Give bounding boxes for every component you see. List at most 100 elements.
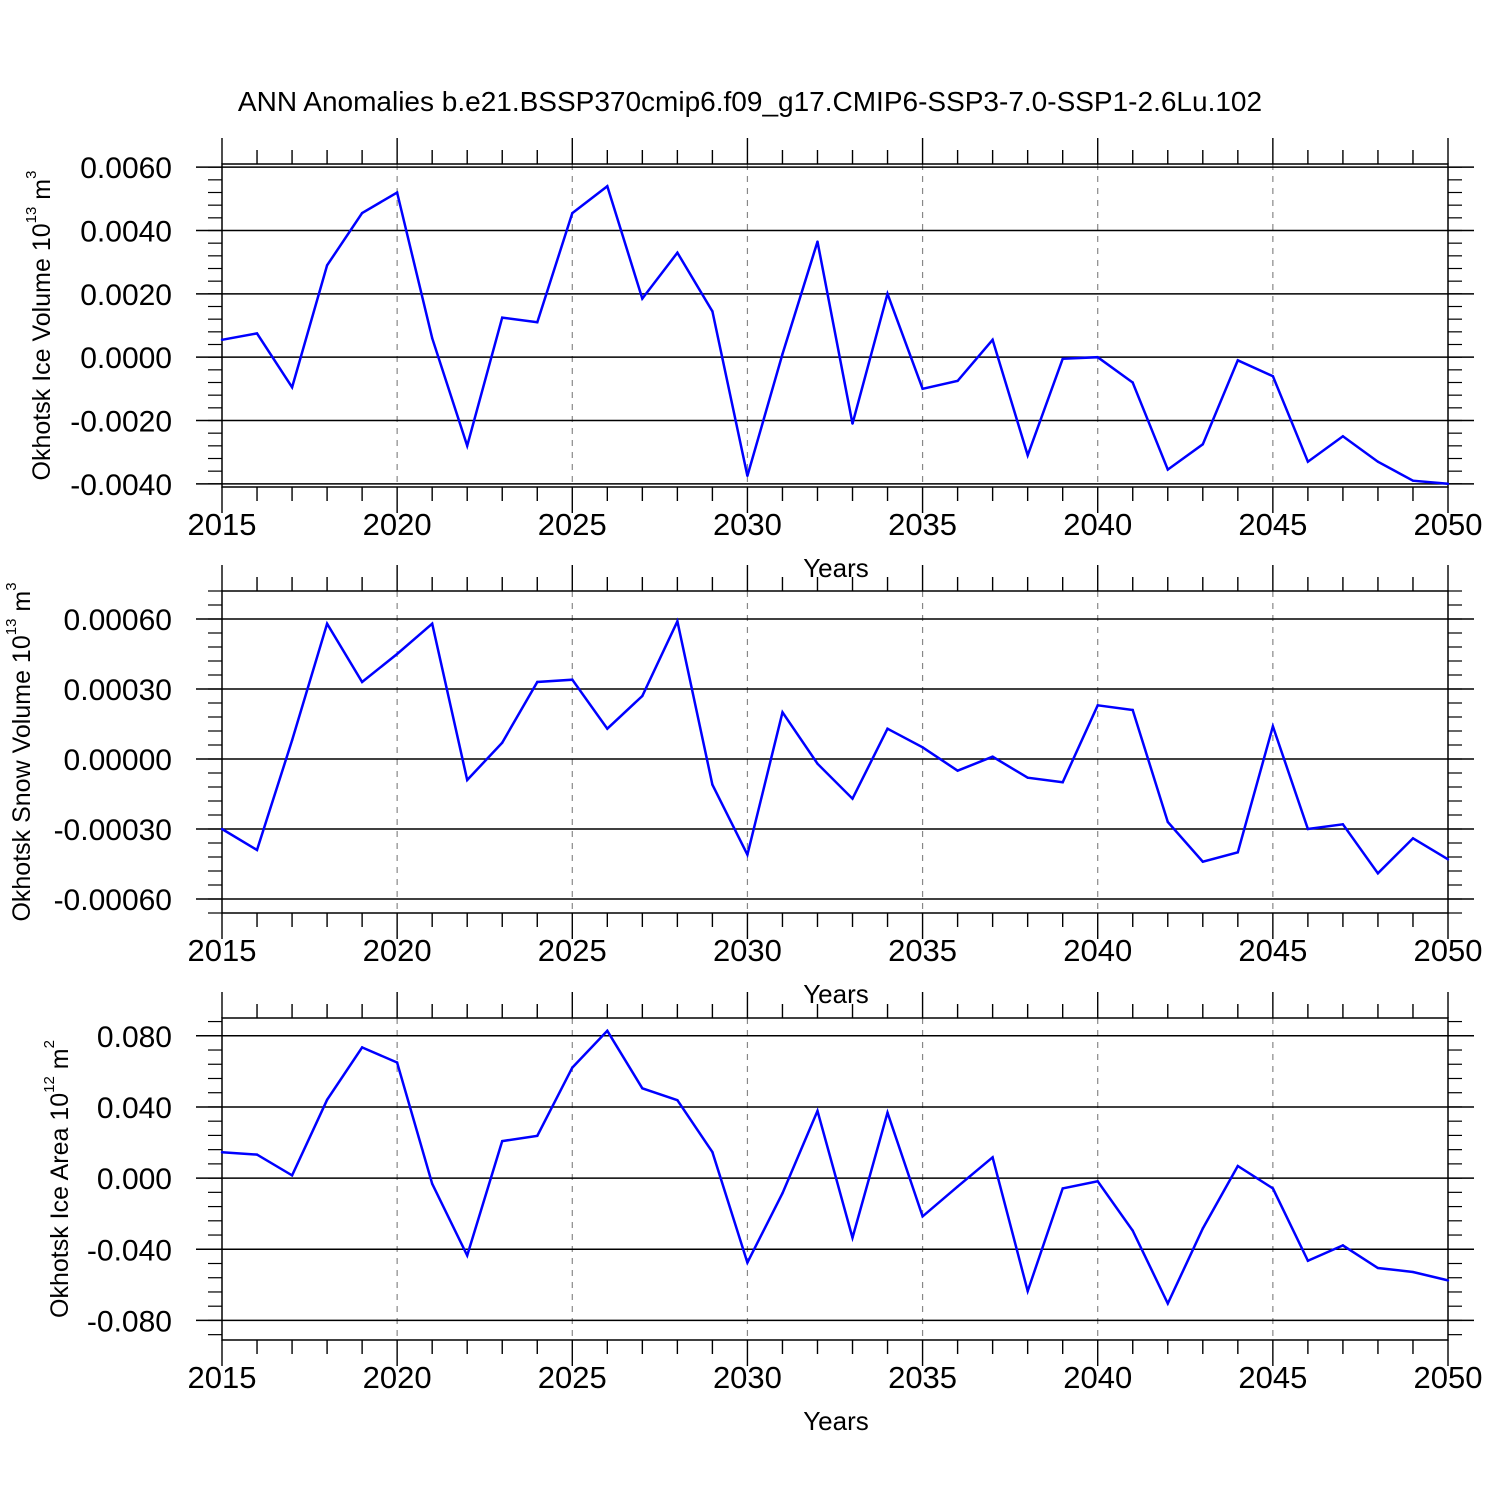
data-point (395, 191, 399, 194)
data-point (921, 1215, 924, 1218)
x-tick-label: 2040 (1063, 1360, 1132, 1395)
data-point (220, 827, 224, 831)
data-point (991, 338, 994, 341)
y-axis-title: Okhotsk Snow Volume 1013 m3 (3, 582, 37, 921)
data-point (1376, 460, 1380, 463)
y-tick-label: 0.080 (97, 1021, 172, 1054)
data-point (956, 379, 959, 383)
data-point (816, 762, 819, 765)
y-tick-label: 0.0000 (80, 342, 172, 375)
y-axis-title-unit: m (8, 591, 36, 619)
data-point (851, 797, 854, 800)
panel-ice-volume: 0.0060 0.0040 0.0020 0.0000 -0.0020 -0.0040 20… (23, 138, 1482, 583)
data-point (1446, 1279, 1450, 1282)
data-point (711, 310, 714, 313)
y-tick-label: 0.000 (97, 1163, 172, 1196)
data-point (886, 727, 889, 730)
data-point (781, 711, 784, 714)
data-point (325, 264, 329, 267)
y-tick-label: -0.0040 (70, 469, 172, 502)
data-point (1026, 1289, 1029, 1293)
data-point (571, 211, 574, 215)
y-tick-label: 0.0040 (80, 216, 172, 249)
data-point (1166, 1302, 1169, 1305)
data-point (921, 387, 924, 391)
y-tick-label: -0.00060 (54, 884, 172, 917)
data-point (571, 678, 574, 681)
data-point (395, 1061, 399, 1064)
data-point (1236, 1164, 1240, 1168)
y-tick-label: 0.0020 (80, 279, 172, 312)
data-point (395, 652, 399, 656)
data-point (1166, 820, 1169, 824)
y-tick-label: -0.040 (87, 1234, 172, 1267)
data-point (1306, 1259, 1310, 1263)
data-point (641, 694, 644, 698)
plot-frame (221, 590, 1449, 914)
data-point (641, 1087, 644, 1090)
data-point (1446, 858, 1450, 861)
data-point (606, 184, 609, 188)
y-axis-title-unit: m (46, 1048, 74, 1076)
x-axis-title: Years (803, 979, 869, 1009)
x-axis-title: Years (803, 553, 869, 583)
x-tick-label: 2025 (538, 1360, 607, 1395)
x-tick-label: 2030 (713, 1360, 782, 1395)
data-point (746, 1261, 749, 1264)
data-point (430, 336, 434, 340)
x-tick-label: 2045 (1238, 1360, 1307, 1395)
y-tick-label: -0.00030 (54, 814, 172, 847)
x-tick-label: 2025 (538, 933, 607, 968)
data-point (536, 680, 539, 684)
data-point (1026, 454, 1029, 457)
chart-title: ANN Anomalies b.e21.BSSP370cmip6.f09_g17… (237, 86, 1263, 117)
data-point (886, 1111, 889, 1114)
data-point (1096, 1180, 1099, 1183)
y-axis-title-unit: m (28, 179, 56, 207)
x-tick-label: 2050 (1414, 933, 1483, 968)
data-point (1201, 443, 1205, 446)
data-point (430, 1182, 434, 1186)
y-axis-title-unit-exponent: 2 (41, 1040, 58, 1048)
data-point (1201, 1227, 1205, 1230)
data-point (325, 622, 329, 625)
y-axis-title: Okhotsk Ice Area 1012 m2 (41, 1040, 75, 1318)
data-point (1306, 460, 1310, 463)
x-tick-label: 2020 (363, 933, 432, 968)
data-point (676, 620, 679, 623)
y-tick-label: 0.040 (97, 1092, 172, 1125)
data-point (325, 1098, 329, 1102)
x-tick-label: 2040 (1063, 933, 1132, 968)
data-point (991, 1156, 994, 1159)
data-point (536, 321, 539, 324)
data-point (501, 741, 504, 744)
data-point (1026, 776, 1029, 779)
x-tick-label: 2050 (1414, 1360, 1483, 1395)
data-point (1411, 837, 1415, 840)
data-point (290, 739, 294, 742)
data-point (1166, 468, 1169, 471)
y-axis-title-text: Okhotsk Snow Volume 10 (8, 635, 36, 921)
y-axis-title: Okhotsk Ice Volume 1013 m3 (23, 171, 57, 481)
data-point (466, 444, 469, 448)
data-point (1341, 823, 1345, 826)
plot-frame (221, 1017, 1449, 1341)
data-point (816, 240, 819, 243)
data-point (1131, 1229, 1134, 1232)
y-tick-label: -0.080 (87, 1305, 172, 1338)
y-tick-label: 0.00060 (64, 604, 172, 637)
data-point (606, 1029, 609, 1033)
y-axis-title-text: Okhotsk Ice Volume 10 (28, 223, 56, 480)
data-point (816, 1109, 819, 1113)
data-point (1201, 860, 1205, 863)
data-point (676, 1098, 679, 1102)
x-axis-title: Years (803, 1406, 869, 1436)
data-point (536, 1134, 539, 1137)
x-tick-label: 2035 (888, 933, 957, 968)
data-point (956, 769, 959, 772)
y-axis-title-unit-exponent: 3 (3, 582, 20, 590)
data-point (255, 332, 259, 335)
data-point (921, 746, 924, 749)
x-tick-label: 2040 (1063, 507, 1132, 542)
x-tick-label: 2015 (188, 933, 257, 968)
